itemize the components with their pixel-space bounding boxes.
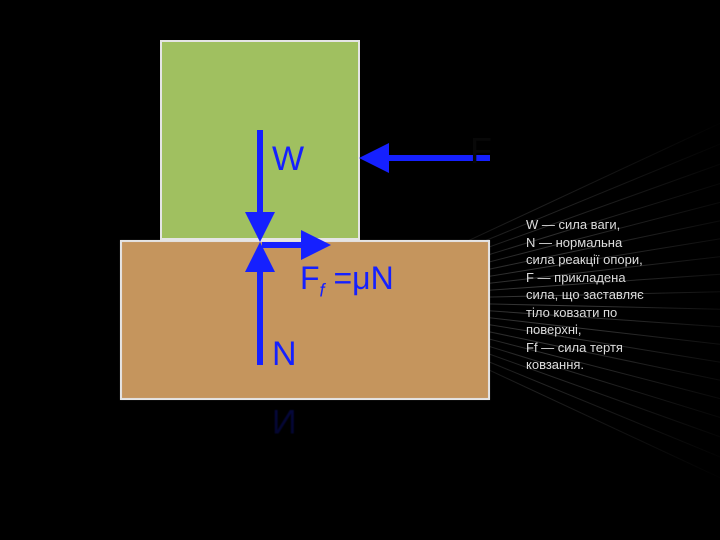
slide-canvas: NWNFFf =μNW — сила ваги, N — нормальна с… <box>0 0 720 540</box>
reflection-fade <box>115 400 495 540</box>
label-f: F <box>470 130 492 172</box>
label-ff: Ff =μN <box>300 260 394 301</box>
top-block <box>160 40 360 240</box>
legend-text: W — сила ваги, N — нормальна сила реакці… <box>526 216 696 374</box>
label-n: N <box>272 335 297 374</box>
label-w: W <box>272 140 304 179</box>
